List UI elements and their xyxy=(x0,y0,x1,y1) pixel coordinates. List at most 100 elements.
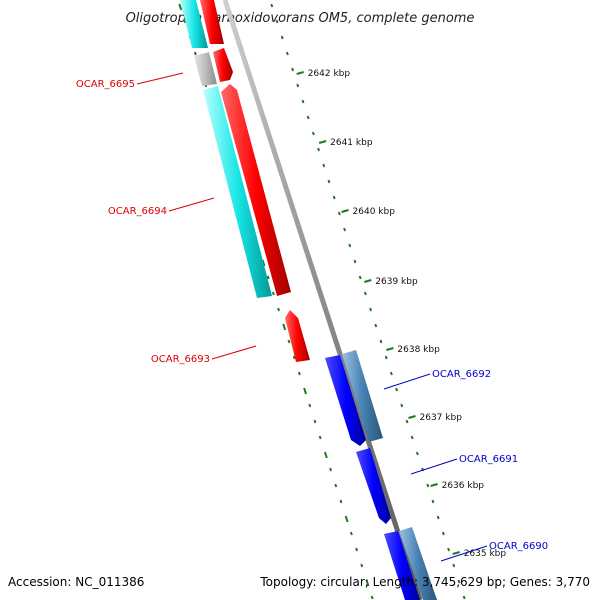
gene-leader-line xyxy=(410,458,458,475)
tick-mark xyxy=(287,339,291,344)
tick-mark xyxy=(301,99,305,104)
gene-label[interactable]: OCAR_6695 xyxy=(76,79,135,90)
tick-mark xyxy=(277,307,281,312)
map-title: Oligotropha carboxidovorans OM5, complet… xyxy=(126,11,475,26)
gene-leader-line xyxy=(168,197,215,212)
gene-ocar-6694-red[interactable] xyxy=(221,84,291,296)
tick-mark xyxy=(329,467,333,472)
tick-label: 2641 kbp xyxy=(330,138,373,148)
tick-mark xyxy=(178,3,183,11)
outer-tick-ring xyxy=(270,3,466,600)
tick-mark xyxy=(410,435,414,440)
tick-mark xyxy=(317,147,321,152)
accession-text: Accession: NC_011386 xyxy=(8,575,144,589)
tick-mark xyxy=(360,563,364,568)
major-tick-mark xyxy=(341,209,349,213)
tick-mark xyxy=(349,531,353,536)
tick-mark xyxy=(415,451,419,456)
gene-leader-line xyxy=(211,345,257,360)
tick-label: 2642 kbp xyxy=(308,69,351,79)
tick-mark xyxy=(353,259,357,264)
tick-mark xyxy=(306,115,310,120)
gene-label[interactable]: OCAR_6692 xyxy=(432,369,491,380)
tick-mark xyxy=(441,531,445,536)
reverse-strand-genes xyxy=(325,350,437,600)
gene-ocar-6693-arrow[interactable] xyxy=(285,310,310,362)
tick-mark xyxy=(282,323,287,331)
tick-labels: 2642 kbp 2641 kbp 2640 kbp 2639 kbp 2638 kbp… xyxy=(296,69,506,559)
tick-mark xyxy=(365,579,370,587)
major-tick-mark xyxy=(386,347,394,351)
tick-mark xyxy=(355,547,359,552)
tick-label: 2637 kbp xyxy=(420,413,463,423)
genome-backbone xyxy=(222,0,423,600)
tick-mark xyxy=(462,595,466,600)
tick-mark xyxy=(369,307,373,312)
genome-track: 2642 kbp 2641 kbp 2640 kbp 2639 kbp 2638 kbp… xyxy=(178,0,506,600)
tick-mark xyxy=(291,67,295,72)
tick-mark xyxy=(426,483,430,488)
tick-mark xyxy=(327,179,331,184)
forward-strand-genes xyxy=(180,0,310,362)
tick-mark xyxy=(334,483,338,488)
tick-mark xyxy=(452,563,456,568)
tick-mark xyxy=(436,515,440,520)
tick-mark xyxy=(292,355,296,360)
gene-ocar-6695-arrow[interactable] xyxy=(213,48,233,82)
tick-mark xyxy=(322,163,326,168)
gene-block-cyan-top[interactable] xyxy=(180,0,208,48)
tick-mark xyxy=(389,371,393,376)
tick-mark xyxy=(457,579,461,584)
tick-mark xyxy=(447,547,451,552)
gene-ocar-6692-steel[interactable] xyxy=(342,350,383,442)
tick-mark xyxy=(332,195,336,200)
gene-ocar-6690-steel[interactable] xyxy=(399,527,437,600)
tick-label: 2640 kbp xyxy=(353,207,396,217)
tick-mark xyxy=(384,355,388,360)
gene-label[interactable]: OCAR_6693 xyxy=(151,354,210,365)
topology-text: Topology: circular; Length: 3,745,629 bp… xyxy=(259,575,590,589)
tick-mark xyxy=(358,275,362,280)
tick-mark xyxy=(275,19,279,24)
tick-mark xyxy=(193,51,197,56)
gene-label[interactable]: OCAR_6690 xyxy=(489,541,548,552)
gene-labels: OCAR_6695 OCAR_6694 OCAR_6693 OCAR_6692 OCAR… xyxy=(76,72,548,562)
tick-mark xyxy=(271,291,275,296)
gene-ocar-6692-blue[interactable] xyxy=(325,355,366,446)
gene-leader-line xyxy=(383,373,431,390)
tick-mark xyxy=(323,451,328,459)
gene-ocar-6695-pseudo[interactable] xyxy=(194,52,217,86)
tick-mark xyxy=(395,387,399,392)
tick-mark xyxy=(343,227,347,232)
tick-mark xyxy=(337,211,341,216)
tick-mark xyxy=(379,339,383,344)
tick-mark xyxy=(344,515,349,523)
tick-mark xyxy=(348,243,352,248)
tick-label: 2638 kbp xyxy=(397,345,440,355)
tick-mark xyxy=(370,595,374,600)
tick-mark xyxy=(266,275,270,280)
gene-ocar-6690-blue[interactable] xyxy=(384,531,420,600)
gene-block-red-top[interactable] xyxy=(200,0,224,44)
tick-mark xyxy=(303,387,308,395)
gene-ocar-6694-cyan[interactable] xyxy=(203,86,272,298)
tick-mark xyxy=(308,403,312,408)
tick-mark xyxy=(183,19,187,24)
tick-label: 2639 kbp xyxy=(375,277,418,287)
tick-mark xyxy=(339,499,343,504)
tick-mark xyxy=(405,419,409,424)
major-tick-mark xyxy=(452,551,460,555)
tick-mark xyxy=(318,435,322,440)
gene-ocar-6691-blue[interactable] xyxy=(356,448,391,524)
gene-label[interactable]: OCAR_6694 xyxy=(108,206,167,217)
tick-mark xyxy=(297,371,301,376)
gene-leader-line xyxy=(440,545,488,562)
tick-mark xyxy=(400,403,404,408)
tick-mark xyxy=(285,51,289,56)
major-tick-mark xyxy=(318,140,327,144)
tick-mark xyxy=(374,323,378,328)
gene-label[interactable]: OCAR_6691 xyxy=(459,454,518,465)
tick-label: 2636 kbp xyxy=(442,481,485,491)
tick-mark xyxy=(296,83,300,88)
major-tick-mark xyxy=(296,71,304,75)
